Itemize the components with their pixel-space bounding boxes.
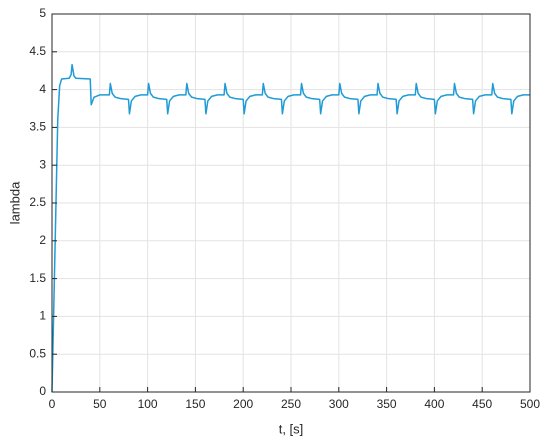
x-tick-label: 100 [138,397,158,411]
y-tick-label: 3.5 [29,120,46,134]
y-tick-label: 3 [39,157,46,171]
y-tick-label: 4 [39,82,46,96]
y-tick-label: 1.5 [29,271,46,285]
x-tick-label: 250 [281,397,301,411]
x-tick-label: 200 [233,397,253,411]
x-tick-label: 150 [185,397,205,411]
x-tick-label: 0 [49,397,56,411]
x-tick-label: 500 [520,397,540,411]
data-line [51,63,530,393]
y-tick-label: 2.5 [29,195,46,209]
x-tick-label: 350 [377,397,397,411]
y-tick-label: 5 [39,6,46,20]
x-axis-label: t, [s] [279,421,304,436]
x-tick-label: 400 [424,397,444,411]
y-axis-label: lambda [7,181,22,224]
labels: 00.511.522.533.544.550 50 100 150 200 250 300 3… [29,6,540,411]
x-tick-label: 450 [472,397,492,411]
y-tick-label: 2 [39,233,46,247]
grid [51,13,531,393]
x-tick-label: 300 [329,397,349,411]
x-tick-label: 50 [93,397,107,411]
y-tick-label: 4.5 [29,44,46,58]
y-tick-label: 0 [39,384,46,398]
y-tick-label: 1 [39,309,46,323]
plot-lines [51,63,530,393]
y-tick-label: 0.5 [29,346,46,360]
